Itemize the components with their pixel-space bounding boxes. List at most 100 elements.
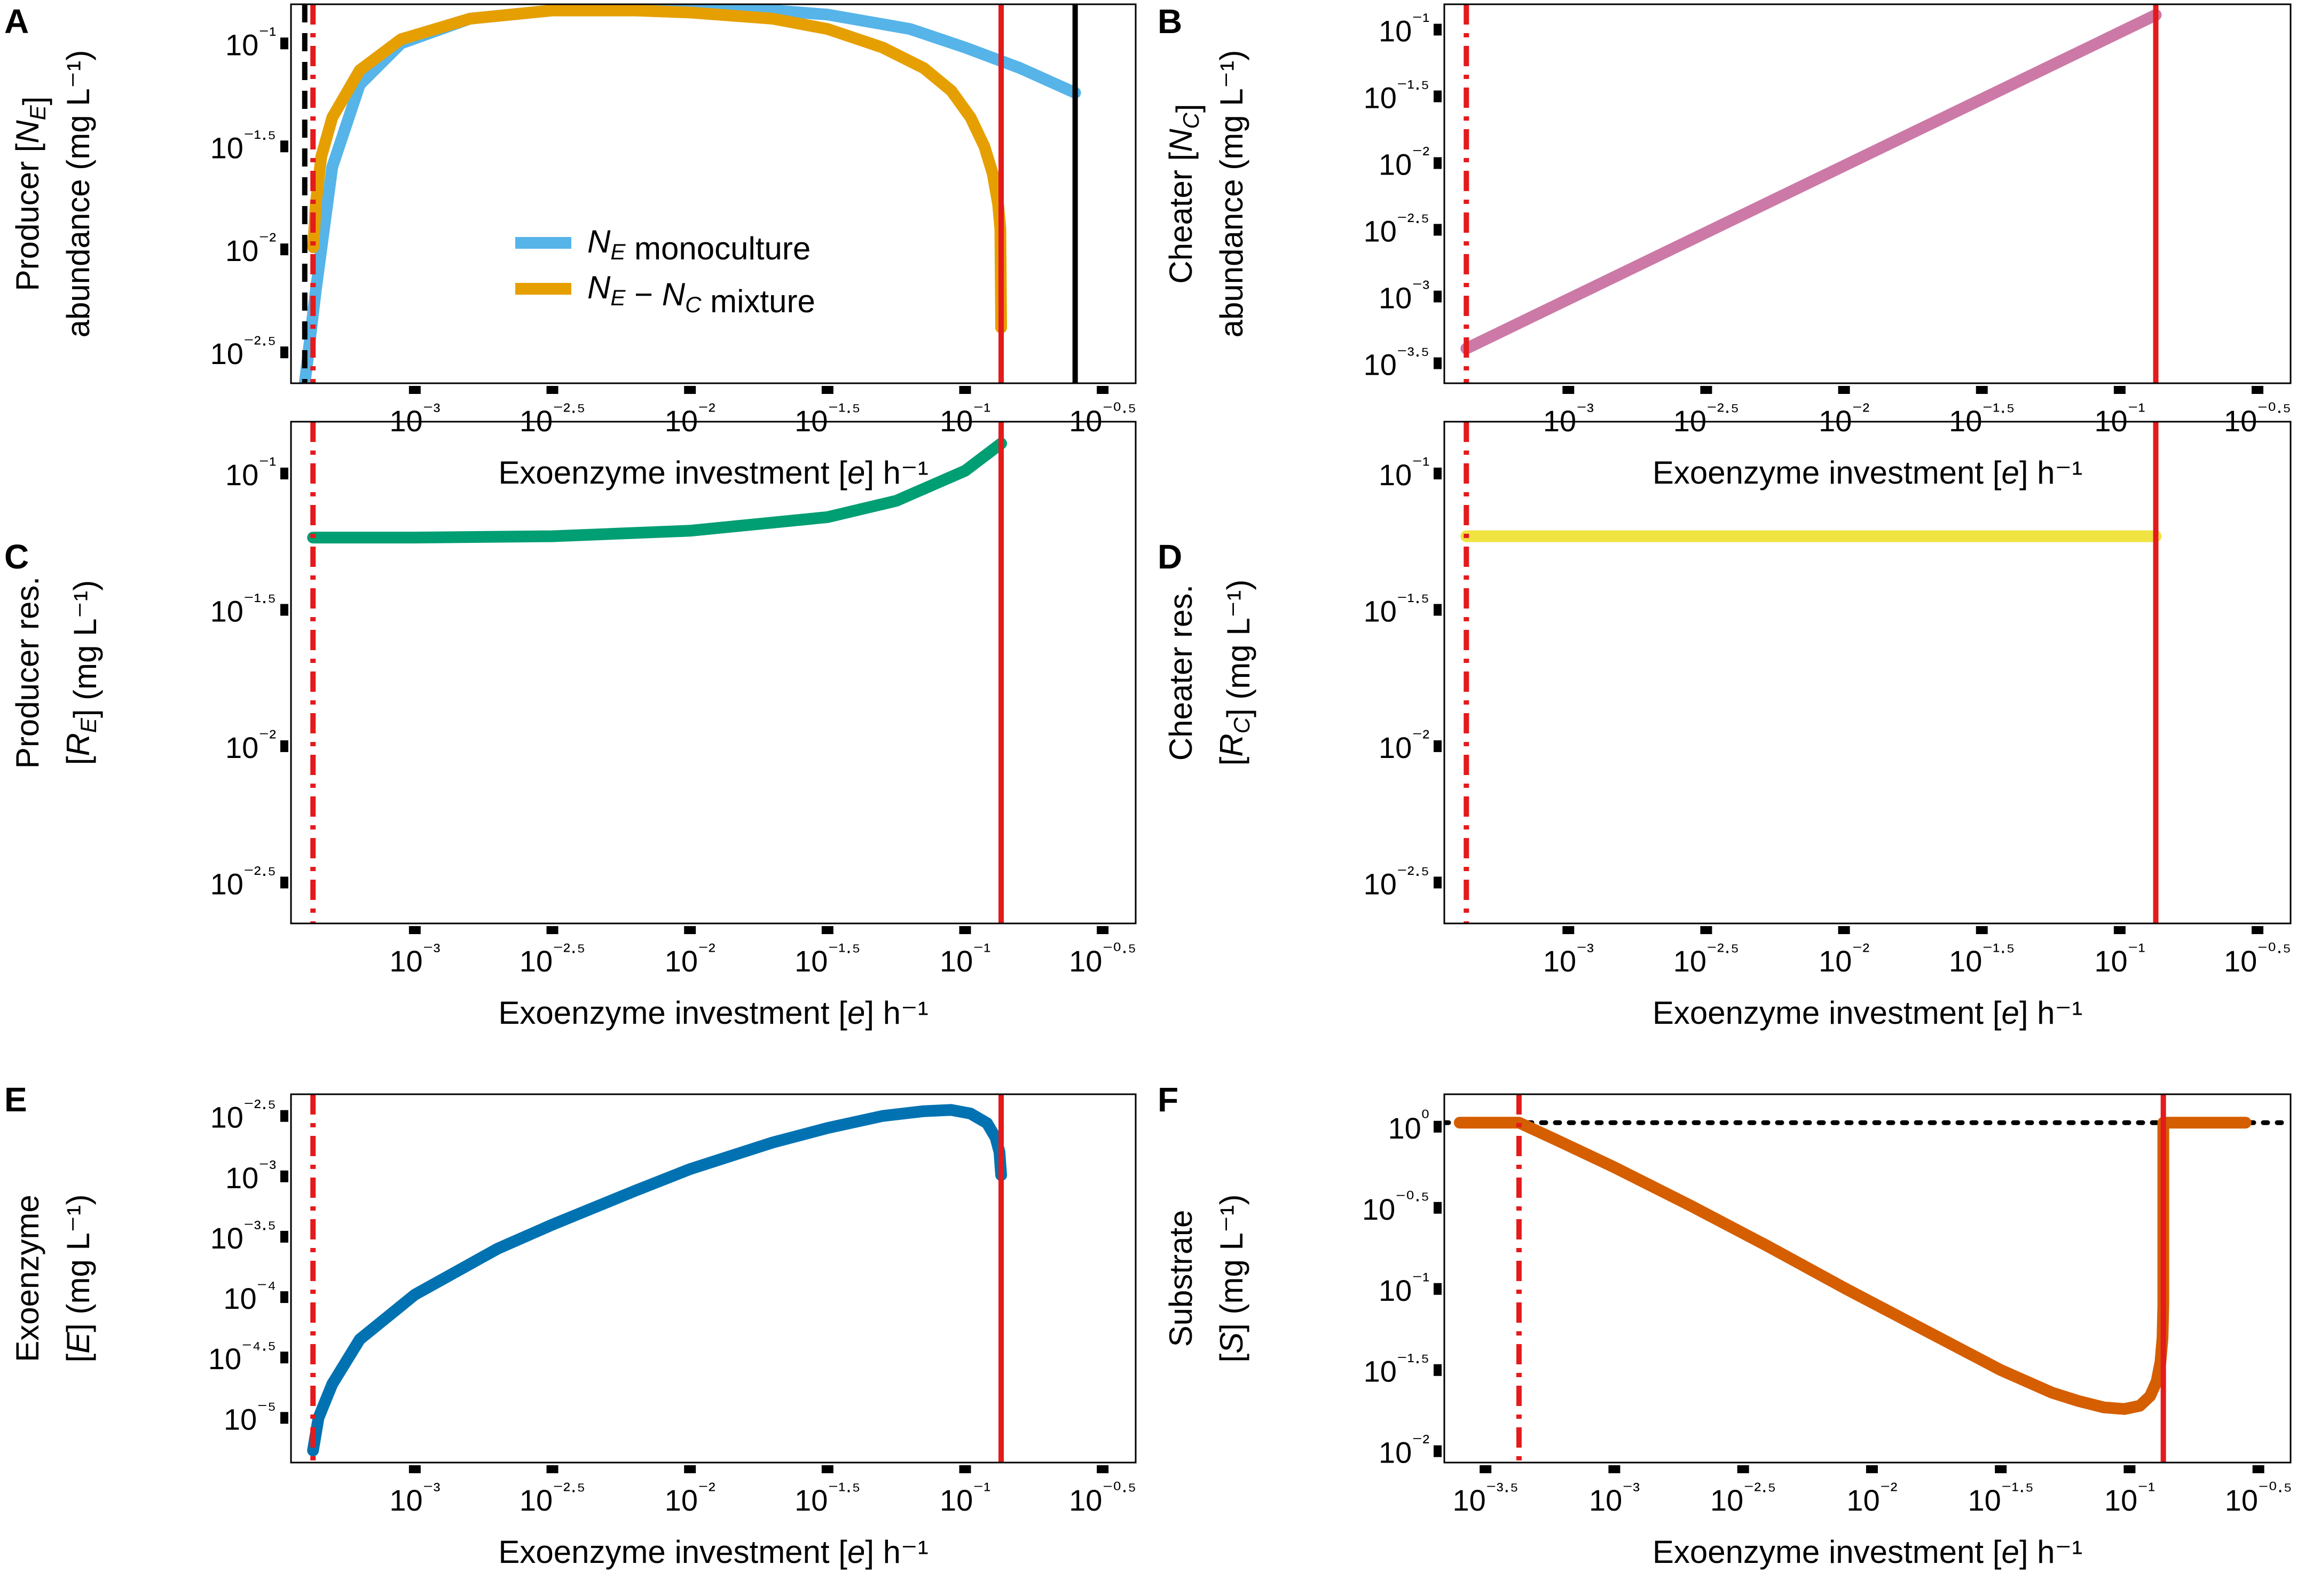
chart-panel-f: 10⁻³·⁵ 10⁻³ 10⁻²·⁵ 10⁻² 10⁻¹·⁵ 10⁻¹ 10⁻⁰·⁵ 10⁰ 1…	[1163, 1093, 2292, 1570]
y-tick-mark	[1434, 876, 1442, 889]
x-tick-mark	[2252, 386, 2264, 394]
y-tick-mark	[280, 140, 288, 153]
x-tick-mark	[408, 926, 421, 934]
plot-area	[1444, 1094, 2291, 1463]
x-tick-label: 10⁻²	[1819, 940, 1869, 978]
plot-area	[1460, 4, 2162, 383]
y-axis-label: Substrate	[1163, 1210, 1199, 1347]
y-tick-mark	[1434, 1202, 1442, 1214]
x-tick-label: 10⁻²·⁵	[1673, 940, 1739, 978]
x-tick-mark	[1995, 1465, 2007, 1473]
x-tick-mark	[546, 926, 558, 934]
x-axis-label: Exoenzyme investment [e] h⁻¹	[498, 455, 928, 491]
x-tick-mark	[684, 926, 696, 934]
x-tick-mark	[821, 1465, 833, 1473]
x-tick-mark	[1700, 926, 1712, 934]
y-axis-label: [RE] (mg L⁻¹)	[60, 580, 103, 765]
x-tick-mark	[546, 386, 558, 394]
y-tick-mark	[280, 468, 288, 480]
panel-label-d: D	[1158, 538, 1182, 576]
x-tick-label: 10⁻⁰·⁵	[2224, 940, 2291, 978]
x-tick-mark	[821, 926, 833, 934]
x-tick-label: 10⁻²	[665, 1479, 715, 1517]
x-tick-label: 10⁻¹·⁵	[794, 1479, 860, 1517]
y-tick-mark	[280, 346, 288, 359]
chart-panel-e: 10⁻³ 10⁻²·⁵ 10⁻² 10⁻¹·⁵ 10⁻¹ 10⁻⁰·⁵ 10⁻²·⁵ 10⁻³…	[10, 1093, 1137, 1570]
x-tick-mark	[408, 1465, 421, 1473]
x-tick-label: 10⁻¹	[940, 400, 990, 438]
x-tick-mark	[2113, 386, 2126, 394]
y-axis-label: Cheater [NC]	[1163, 104, 1206, 283]
x-axis-label: Exoenzyme investment [e] h⁻¹	[498, 1534, 928, 1570]
x-tick-label: 10⁻¹	[2094, 940, 2145, 978]
y-tick-mark	[1434, 23, 1442, 36]
y-tick-label: 10⁻⁴	[223, 1277, 276, 1315]
y-tick-label: 10⁻¹·⁵	[210, 127, 276, 164]
y-axis-label: Producer res.	[10, 576, 45, 769]
y-axis-label: abundance (mg L⁻¹)	[1214, 50, 1249, 338]
y-tick-mark	[1434, 1364, 1442, 1376]
y-tick-mark	[280, 1412, 288, 1424]
panel-label-c: C	[4, 538, 29, 576]
panel-label-f: F	[1158, 1080, 1178, 1119]
x-tick-mark	[1097, 926, 1109, 934]
y-tick-label: 10⁻²·⁵	[1364, 210, 1429, 248]
y-tick-label: 10⁻²·⁵	[210, 863, 276, 900]
chart-panel-a: 10⁻³ 10⁻²·⁵ 10⁻² 10⁻¹·⁵ 10⁻¹ 10⁻⁰·⁵ 10⁻¹ 10⁻¹·⁵…	[10, 3, 1137, 491]
y-tick-label: 10⁻¹	[1379, 454, 1429, 492]
x-tick-label: 10⁻¹·⁵	[1968, 1479, 2033, 1517]
y-tick-mark	[280, 1230, 288, 1243]
panel-label-e: E	[4, 1080, 27, 1119]
x-tick-mark	[959, 926, 971, 934]
y-tick-label: 10⁻²	[1379, 1432, 1429, 1469]
x-tick-mark	[2113, 926, 2126, 934]
y-tick-label: 10⁻²	[1379, 144, 1429, 181]
plot-frame	[290, 3, 1137, 384]
x-tick-label: 10⁻¹·⁵	[1949, 940, 2015, 978]
panel-label-b: B	[1158, 2, 1182, 41]
plot-area	[307, 1094, 1007, 1463]
y-tick-mark	[1434, 468, 1442, 480]
x-tick-label: 10⁻²	[665, 400, 715, 438]
y-tick-label: 10⁻¹	[225, 23, 276, 61]
y-tick-label: 10⁻⁵	[224, 1398, 276, 1436]
x-axis-label: Exoenzyme investment [e] h⁻¹	[1653, 995, 2082, 1031]
legend-label: NE − NC mixture	[587, 270, 815, 319]
y-tick-label: 10⁻⁴·⁵	[208, 1338, 276, 1376]
y-tick-label: 10⁻³·⁵	[1364, 344, 1429, 382]
plot-area	[298, 4, 1081, 383]
x-tick-mark	[408, 386, 421, 394]
y-tick-label: 10⁻²	[225, 230, 276, 267]
y-tick-mark	[280, 37, 288, 50]
x-tick-label: 10⁻¹·⁵	[794, 940, 860, 978]
x-tick-label: 10⁻³	[389, 1479, 440, 1517]
y-tick-mark	[280, 1352, 288, 1364]
series-line-S	[1453, 1117, 2252, 1415]
x-tick-label: 10⁻¹	[2104, 1479, 2155, 1517]
y-axis-label: [RC] (mg L⁻¹)	[1214, 580, 1256, 766]
x-tick-label: 10⁻²	[1846, 1479, 1897, 1517]
plot-frame	[1443, 3, 2292, 384]
x-tick-mark	[684, 386, 696, 394]
y-tick-mark	[1434, 357, 1442, 369]
legend-label: NE monoculture	[587, 224, 811, 266]
x-tick-label: 10⁻³	[1543, 400, 1594, 438]
x-tick-label: 10⁻³·⁵	[1452, 1479, 1518, 1517]
x-tick-mark	[1700, 386, 1712, 394]
x-tick-mark	[2123, 1465, 2136, 1473]
y-tick-label: 10⁻³·⁵	[210, 1217, 276, 1255]
x-tick-label: 10⁻¹·⁵	[794, 400, 860, 438]
x-tick-label: 10⁻²	[665, 940, 715, 978]
x-tick-label: 10⁻¹	[940, 1479, 990, 1517]
x-tick-mark	[959, 386, 971, 394]
x-tick-label: 10⁻²·⁵	[520, 1479, 585, 1517]
x-tick-mark	[1608, 1465, 1620, 1473]
y-tick-mark	[280, 604, 288, 616]
x-axis-label: Exoenzyme investment [e] h⁻¹	[498, 995, 928, 1031]
x-tick-label: 10⁻²·⁵	[1673, 400, 1739, 438]
y-tick-label: 10⁻⁰·⁵	[1362, 1188, 1429, 1226]
x-tick-mark	[1562, 386, 1575, 394]
x-tick-mark	[1838, 386, 1850, 394]
x-tick-mark	[546, 1465, 558, 1473]
plot-frame	[290, 1093, 1137, 1464]
